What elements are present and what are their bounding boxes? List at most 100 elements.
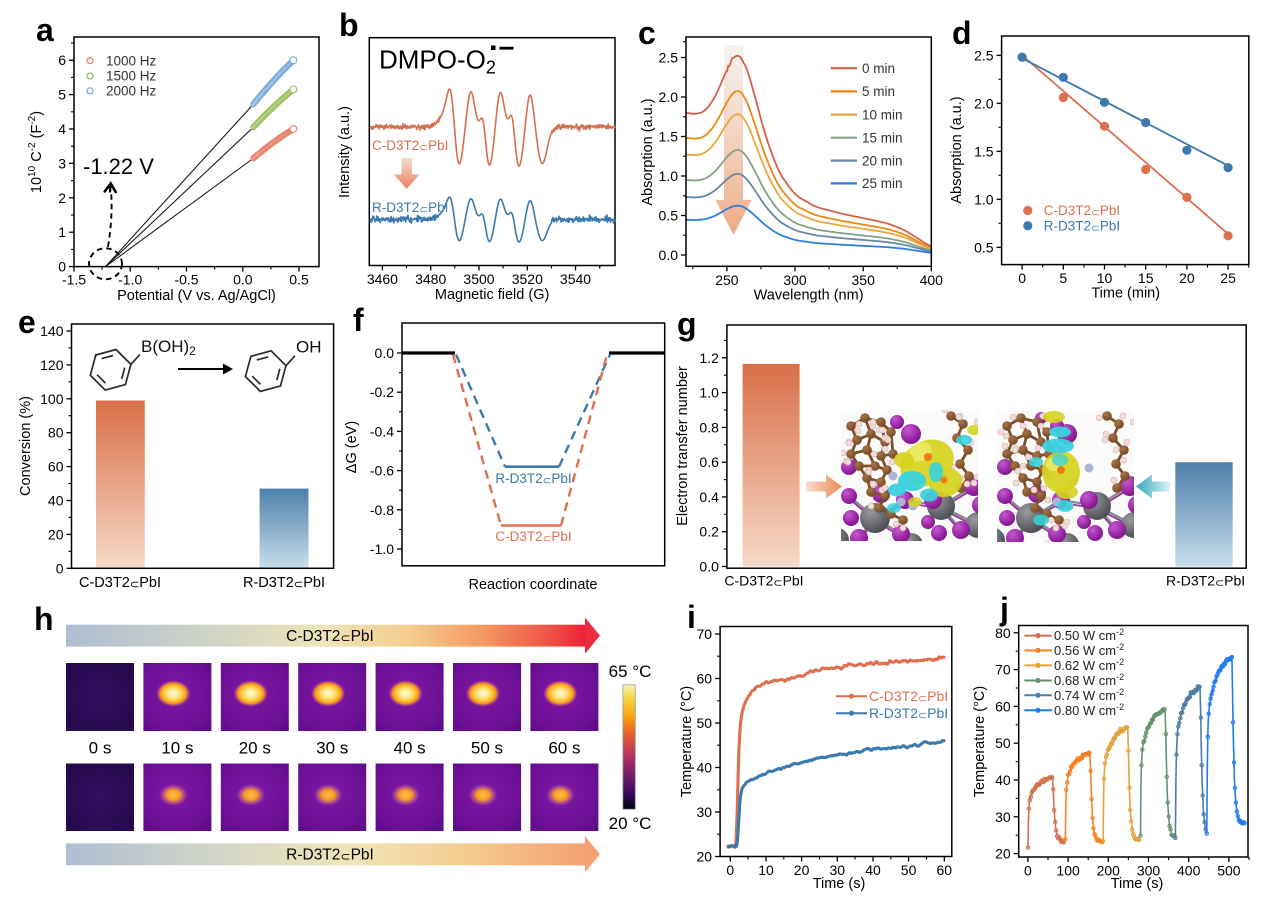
svg-text:200: 200 — [1097, 863, 1121, 879]
svg-text:d: d — [952, 15, 972, 51]
svg-text:2: 2 — [58, 190, 66, 206]
svg-text:-0.5: -0.5 — [174, 272, 198, 288]
svg-text:ΔG (eV): ΔG (eV) — [344, 421, 360, 473]
svg-text:Temperature (°C): Temperature (°C) — [972, 686, 988, 797]
svg-text:40: 40 — [865, 862, 881, 878]
svg-text:Absorption (a.u.): Absorption (a.u.) — [949, 96, 965, 203]
svg-text:Magnetic field (G): Magnetic field (G) — [435, 287, 549, 303]
svg-text:2.0: 2.0 — [974, 95, 994, 111]
svg-text:40: 40 — [697, 760, 713, 776]
svg-text:60: 60 — [937, 862, 953, 878]
svg-text:DMPO-O2: DMPO-O2 — [379, 45, 496, 78]
svg-text:1.5: 1.5 — [659, 129, 679, 145]
svg-text:10: 10 — [1097, 270, 1113, 286]
svg-text:0.74 W cm-2: 0.74 W cm-2 — [1054, 687, 1124, 703]
svg-text:3500: 3500 — [463, 271, 494, 287]
svg-text:10: 10 — [758, 862, 774, 878]
svg-text:140: 140 — [40, 323, 64, 339]
svg-text:1.0: 1.0 — [699, 385, 719, 401]
svg-text:0.8: 0.8 — [699, 419, 719, 435]
svg-text:-1.5: -1.5 — [62, 272, 86, 288]
svg-text:30 s: 30 s — [316, 739, 348, 758]
svg-text:15 min: 15 min — [862, 130, 903, 145]
svg-text:i: i — [687, 599, 696, 635]
svg-text:0: 0 — [58, 259, 66, 275]
svg-text:0: 0 — [1024, 863, 1032, 879]
svg-text:300: 300 — [783, 272, 807, 288]
svg-text:20: 20 — [995, 846, 1011, 862]
svg-text:350: 350 — [852, 272, 876, 288]
svg-text:5: 5 — [58, 87, 66, 103]
svg-text:R-D3T2⊂PbI: R-D3T2⊂PbI — [869, 705, 948, 722]
svg-text:0: 0 — [726, 862, 734, 878]
svg-text:3480: 3480 — [415, 271, 446, 287]
svg-text:C-D3T2⊂PbI: C-D3T2⊂PbI — [372, 138, 448, 154]
svg-text:50: 50 — [697, 715, 713, 731]
svg-text:1000 Hz: 1000 Hz — [106, 53, 157, 68]
svg-text:1.5: 1.5 — [974, 143, 994, 159]
svg-text:80: 80 — [48, 425, 64, 441]
svg-text:c: c — [638, 15, 656, 51]
svg-text:R-D3T2⊂PbI: R-D3T2⊂PbI — [1044, 218, 1120, 234]
svg-text:60: 60 — [697, 671, 713, 687]
svg-text:0.5: 0.5 — [289, 272, 309, 288]
svg-text:e: e — [18, 304, 36, 340]
svg-text:Time (s): Time (s) — [1111, 876, 1164, 892]
svg-text:Intensity (a.u.): Intensity (a.u.) — [337, 106, 353, 198]
svg-text:C-D3T2⊂PbI: C-D3T2⊂PbI — [286, 628, 374, 645]
svg-text:20 min: 20 min — [862, 153, 903, 168]
svg-text:2.5: 2.5 — [659, 50, 679, 66]
svg-text:20: 20 — [697, 849, 713, 865]
svg-text:j: j — [999, 591, 1009, 627]
svg-text:R-D3T2⊂PbI: R-D3T2⊂PbI — [286, 847, 374, 864]
svg-text:0.4: 0.4 — [699, 489, 719, 505]
svg-text:R-D3T2⊂PbI: R-D3T2⊂PbI — [372, 200, 448, 216]
svg-text:4: 4 — [58, 121, 66, 137]
svg-text:3520: 3520 — [512, 271, 543, 287]
svg-text:0.80 W cm-2: 0.80 W cm-2 — [1054, 702, 1124, 718]
svg-text:3: 3 — [58, 155, 66, 171]
svg-text:1010 C-2 (F-2): 1010 C-2 (F-2) — [27, 111, 45, 193]
svg-text:-0.6: -0.6 — [370, 463, 394, 479]
svg-text:OH: OH — [296, 338, 322, 357]
svg-text:20 s: 20 s — [239, 739, 271, 758]
svg-text:1: 1 — [58, 224, 66, 240]
svg-text:-1.22 V: -1.22 V — [83, 154, 154, 179]
svg-text:20: 20 — [1179, 270, 1195, 286]
svg-text:20 °C: 20 °C — [609, 814, 652, 833]
svg-text:g: g — [677, 306, 697, 342]
svg-text:0.62 W cm-2: 0.62 W cm-2 — [1054, 657, 1124, 673]
svg-text:30: 30 — [830, 862, 846, 878]
svg-text:3540: 3540 — [560, 271, 591, 287]
svg-text:0.68 W cm-2: 0.68 W cm-2 — [1054, 672, 1124, 688]
svg-text:0.2: 0.2 — [699, 524, 719, 540]
svg-text:60: 60 — [995, 698, 1011, 714]
svg-text:60 s: 60 s — [548, 739, 580, 758]
svg-text:250: 250 — [715, 272, 739, 288]
svg-text:0.0: 0.0 — [699, 559, 719, 575]
svg-text:-0.2: -0.2 — [370, 384, 394, 400]
svg-text:0.5: 0.5 — [974, 239, 994, 255]
svg-text:f: f — [353, 302, 364, 338]
svg-text:b: b — [339, 7, 359, 43]
svg-text:60: 60 — [48, 459, 64, 475]
svg-text:0: 0 — [56, 560, 64, 576]
svg-text:50 s: 50 s — [471, 739, 503, 758]
svg-text:Potential (V vs. Ag/AgCl): Potential (V vs. Ag/AgCl) — [117, 288, 276, 304]
svg-text:0 s: 0 s — [89, 739, 112, 758]
svg-text:0.5: 0.5 — [659, 208, 679, 224]
svg-text:400: 400 — [920, 272, 944, 288]
svg-text:R-D3T2⊂PbI: R-D3T2⊂PbI — [1166, 573, 1245, 590]
svg-text:70: 70 — [697, 626, 713, 642]
svg-text:0 min: 0 min — [862, 61, 895, 76]
svg-text:2.0: 2.0 — [659, 89, 679, 105]
svg-text:1.2: 1.2 — [699, 350, 719, 366]
svg-text:0.50 W cm-2: 0.50 W cm-2 — [1054, 627, 1124, 643]
svg-text:5 min: 5 min — [862, 84, 895, 99]
svg-text:40: 40 — [48, 493, 64, 509]
svg-text:Reaction coordinate: Reaction coordinate — [469, 577, 598, 593]
svg-text:R-D3T2⊂PbI: R-D3T2⊂PbI — [495, 471, 571, 487]
svg-text:C-D3T2⊂PbI: C-D3T2⊂PbI — [79, 575, 161, 591]
svg-text:100: 100 — [1056, 863, 1080, 879]
svg-text:6: 6 — [58, 52, 66, 68]
